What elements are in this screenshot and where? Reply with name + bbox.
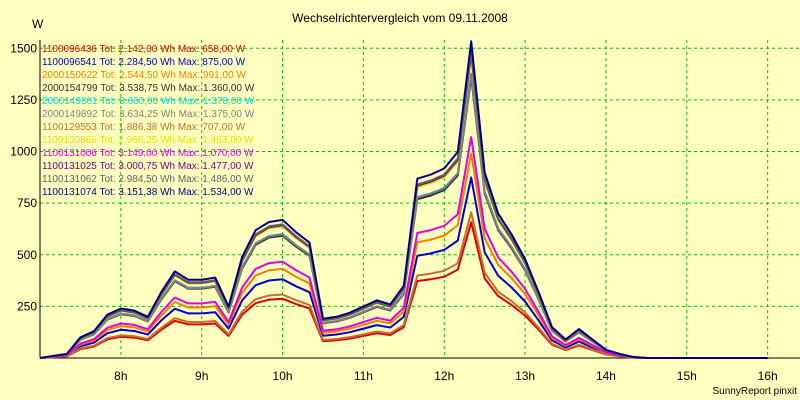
- y-axis-unit: W: [32, 17, 44, 31]
- legend-entry-9: 1100131025 Tot: 3.000,75 Wh Max: 1.477,0…: [42, 161, 254, 172]
- tick-labels: 250 500 750 1000 1250 1500 8h 9h 10h 11h 12h 13h 14h…: [10, 41, 777, 383]
- x-tick-label-2: 10h: [273, 369, 293, 383]
- legend-entry-3: 2000154799 Tot: 3.538,75 Wh Max: 1.360,0…: [42, 83, 255, 94]
- x-tick-label-3: 11h: [354, 369, 373, 383]
- legend-entry-6: 1100129553 Tot: 1.886,38 Wh Max: 707,00 …: [42, 122, 246, 133]
- chart-title: Wechselrichtervergleich vom 09.11.2008: [292, 11, 508, 25]
- legend-entry-1: 1100096541 Tot: 2.284,50 Wh Max: 875,00 …: [42, 57, 246, 68]
- legend-entry-11: 1100131074 Tot: 3.151,38 Wh Max: 1.534,0…: [42, 187, 254, 198]
- legend-entry-4: 2000149801 Tot: 3.660,00 Wh Max: 1.378,0…: [42, 96, 255, 107]
- y-tick-label-2: 750: [17, 196, 37, 210]
- x-tick-label-1: 9h: [195, 369, 208, 383]
- y-tick-label-3: 1000: [10, 145, 37, 159]
- footer-credit: SunnyReport pinxit: [713, 386, 798, 397]
- y-tick-label-4: 1250: [10, 93, 37, 107]
- x-tick-label-5: 13h: [515, 369, 535, 383]
- x-tick-label-8: 16h: [758, 369, 778, 383]
- legend-entry-5: 2000149892 Tot: 3.634,25 Wh Max: 1.375,0…: [42, 109, 255, 120]
- legend-entry-7: 1100130866 Tot: 2.966,25 Wh Max: 1.463,0…: [42, 135, 254, 146]
- x-tick-label-0: 8h: [114, 369, 127, 383]
- legend-entry-10: 1100131062 Tot: 2.984,50 Wh Max: 1.486,0…: [42, 174, 254, 185]
- series-lines: [39, 40, 768, 359]
- x-tick-label-4: 12h: [434, 369, 454, 383]
- legend-entry-8: 1100131006 Tot: 3.149,00 Wh Max: 1.070,0…: [42, 148, 254, 159]
- legend-entry-2: 2000150622 Tot: 2.544,50 Wh Max: 991,00 …: [42, 70, 246, 81]
- x-tick-label-7: 15h: [677, 369, 697, 383]
- x-tick-label-6: 14h: [596, 369, 616, 383]
- y-tick-label-0: 250: [17, 299, 37, 313]
- y-tick-label-1: 500: [17, 248, 37, 262]
- series-line-11: [39, 40, 768, 359]
- y-tick-label-5: 1500: [10, 41, 37, 55]
- legend: 1100096436 Tot: 2.142,00 Wh Max: 658,00 …: [42, 44, 255, 198]
- legend-entry-0: 1100096436 Tot: 2.142,00 Wh Max: 658,00 …: [42, 44, 246, 55]
